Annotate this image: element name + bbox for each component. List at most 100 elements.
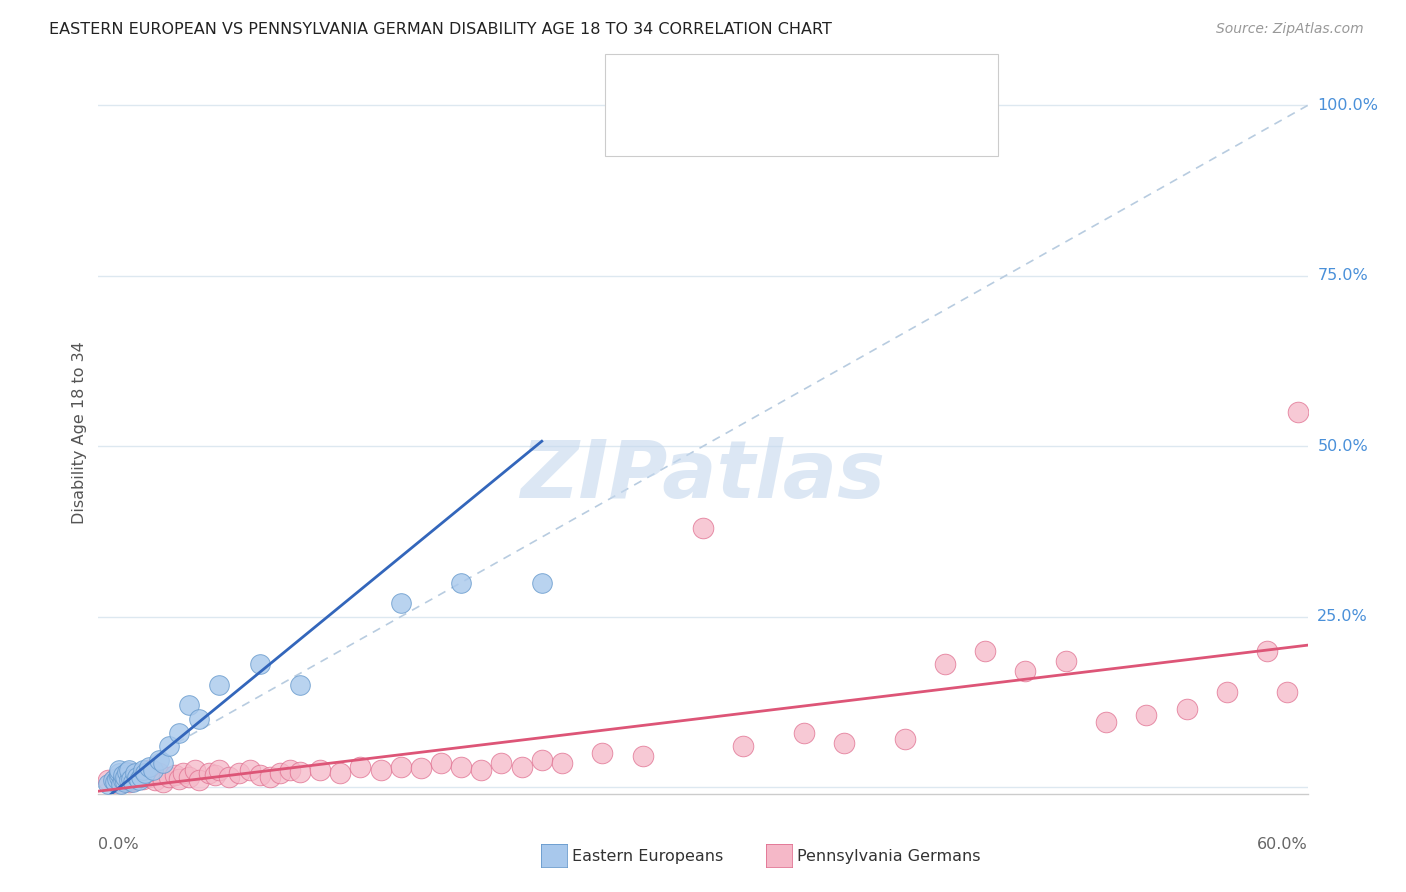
- Point: [530, 575, 553, 590]
- Text: N = 63: N = 63: [794, 120, 858, 137]
- Y-axis label: Disability Age 18 to 34: Disability Age 18 to 34: [72, 342, 87, 524]
- Point: [114, 775, 136, 789]
- Point: [510, 759, 533, 773]
- Text: 0.0%: 0.0%: [98, 838, 139, 852]
- Point: [934, 657, 956, 672]
- Point: [143, 773, 166, 788]
- Text: 50.0%: 50.0%: [1317, 439, 1368, 454]
- Point: [239, 763, 262, 777]
- Point: [179, 770, 201, 784]
- Point: [111, 770, 134, 784]
- Point: [128, 768, 150, 782]
- Text: ZIPatlas: ZIPatlas: [520, 437, 886, 515]
- Point: [259, 770, 281, 784]
- Point: [157, 739, 180, 754]
- Point: [97, 773, 120, 788]
- Point: [103, 774, 125, 789]
- Point: [118, 763, 141, 777]
- Text: Eastern Europeans: Eastern Europeans: [572, 849, 724, 863]
- Text: Source: ZipAtlas.com: Source: ZipAtlas.com: [1216, 22, 1364, 37]
- Point: [893, 732, 915, 747]
- Point: [591, 746, 613, 760]
- Text: EASTERN EUROPEAN VS PENNSYLVANIA GERMAN DISABILITY AGE 18 TO 34 CORRELATION CHAR: EASTERN EUROPEAN VS PENNSYLVANIA GERMAN …: [49, 22, 832, 37]
- Point: [188, 773, 211, 788]
- Point: [138, 770, 160, 784]
- Point: [142, 763, 165, 777]
- Point: [115, 765, 138, 780]
- Point: [288, 765, 311, 780]
- Point: [114, 770, 136, 784]
- Point: [107, 777, 129, 791]
- Point: [107, 766, 129, 780]
- Text: 100.0%: 100.0%: [1317, 98, 1378, 113]
- Point: [269, 766, 291, 780]
- Point: [692, 126, 714, 140]
- Point: [118, 773, 141, 788]
- Point: [163, 768, 186, 782]
- Text: 60.0%: 60.0%: [1257, 838, 1308, 852]
- Text: R = 0.542: R = 0.542: [661, 78, 751, 96]
- Point: [309, 763, 332, 777]
- Point: [1277, 684, 1299, 698]
- Point: [793, 725, 815, 739]
- Text: 75.0%: 75.0%: [1317, 268, 1368, 284]
- Point: [228, 766, 250, 780]
- Point: [349, 759, 371, 773]
- Point: [389, 596, 412, 610]
- Point: [124, 773, 146, 788]
- Point: [218, 770, 240, 784]
- Point: [974, 644, 997, 658]
- Point: [184, 763, 207, 777]
- Point: [134, 766, 156, 780]
- Point: [692, 521, 714, 535]
- Point: [450, 759, 472, 773]
- Point: [167, 772, 190, 786]
- Point: [111, 773, 134, 788]
- Point: [329, 766, 352, 780]
- Point: [1286, 405, 1309, 419]
- Point: [148, 753, 170, 767]
- Point: [204, 768, 226, 782]
- Point: [148, 766, 170, 780]
- Point: [103, 772, 125, 786]
- Text: 25.0%: 25.0%: [1317, 609, 1368, 624]
- Point: [152, 756, 174, 771]
- Point: [118, 774, 141, 789]
- Point: [111, 768, 134, 782]
- Point: [121, 774, 143, 789]
- Point: [124, 766, 146, 780]
- Point: [107, 763, 129, 777]
- Point: [832, 736, 855, 750]
- Point: [179, 698, 201, 713]
- Point: [138, 763, 160, 777]
- Point: [118, 766, 141, 780]
- Text: Pennsylvania Germans: Pennsylvania Germans: [797, 849, 981, 863]
- Point: [97, 777, 120, 791]
- Point: [470, 763, 492, 777]
- Point: [157, 770, 180, 784]
- Point: [198, 766, 221, 780]
- Point: [409, 761, 432, 775]
- Point: [138, 759, 160, 773]
- Point: [1175, 701, 1198, 715]
- Point: [107, 770, 129, 784]
- Point: [1256, 644, 1278, 658]
- Point: [278, 763, 301, 777]
- Point: [370, 763, 392, 777]
- Point: [450, 575, 472, 590]
- Point: [631, 749, 654, 764]
- Point: [249, 768, 271, 782]
- Point: [208, 678, 231, 692]
- Point: [110, 777, 132, 791]
- Text: N = 38: N = 38: [794, 78, 858, 96]
- Point: [491, 756, 513, 771]
- Point: [125, 770, 148, 784]
- Point: [152, 774, 174, 789]
- Point: [129, 770, 152, 784]
- Point: [128, 773, 150, 788]
- Point: [249, 657, 271, 672]
- Point: [430, 756, 453, 771]
- Point: [132, 772, 155, 786]
- Point: [132, 763, 155, 777]
- Point: [1216, 684, 1239, 698]
